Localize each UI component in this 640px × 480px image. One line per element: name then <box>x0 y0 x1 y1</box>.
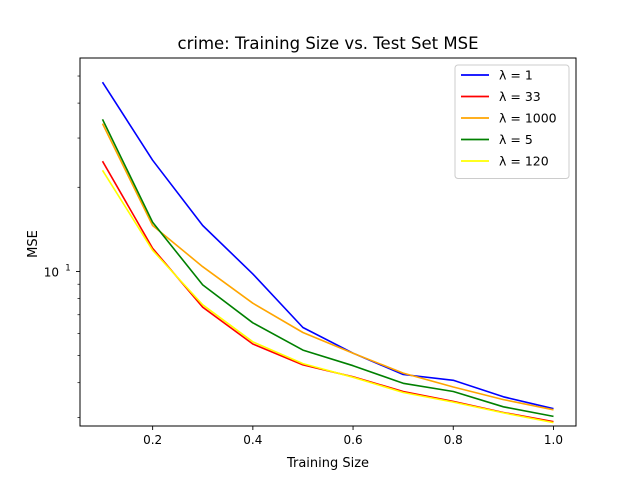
x-axis-label: Training Size <box>286 456 369 471</box>
x-tick-label: 0.4 <box>243 433 262 447</box>
x-tick-label: 0.6 <box>344 433 363 447</box>
y-tick-label: 10 <box>44 265 59 279</box>
chart-title: crime: Training Size vs. Test Set MSE <box>178 34 479 53</box>
plot-frame <box>79 57 577 427</box>
y-axis: 10 1 <box>44 75 80 418</box>
series-line-3 <box>101 123 554 411</box>
legend-label: λ = 1 <box>499 68 533 83</box>
y-tick-exponent: 1 <box>65 263 70 273</box>
x-tick-label: 0.2 <box>143 433 162 447</box>
plot-lines <box>101 81 554 424</box>
series-line-5 <box>101 169 554 424</box>
series-line-1 <box>101 81 554 410</box>
legend-box <box>454 64 570 179</box>
series-line-4 <box>101 118 554 418</box>
legend-label: λ = 5 <box>499 132 533 147</box>
x-tick-label: 1.0 <box>544 433 563 447</box>
x-tick-label: 0.8 <box>444 433 463 447</box>
legend-label: λ = 1000 <box>499 111 557 126</box>
legend-label: λ = 33 <box>499 89 541 104</box>
legend-label: λ = 120 <box>499 154 549 169</box>
legend: λ = 1 λ = 33 λ = 1000 λ = 5 λ = 120 <box>454 64 570 179</box>
y-axis-label: MSE <box>26 230 41 258</box>
x-axis: 0.2 0.4 0.6 0.8 1.0 <box>143 426 563 447</box>
